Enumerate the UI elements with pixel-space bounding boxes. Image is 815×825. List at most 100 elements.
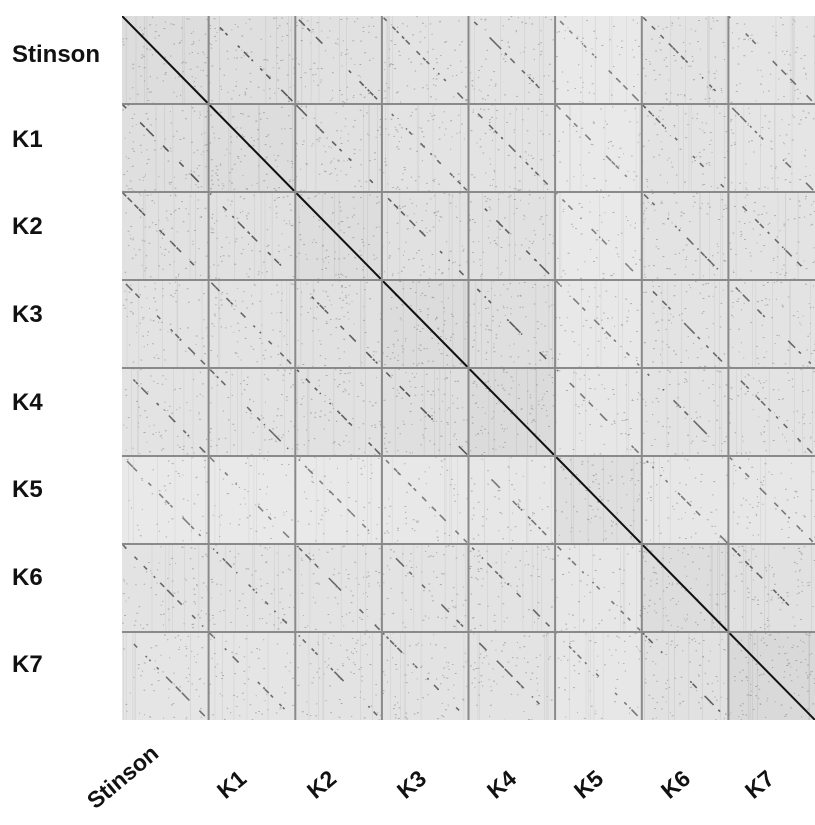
similarity-diagonal — [122, 544, 204, 628]
similarity-diagonal — [387, 197, 465, 276]
identity-diagonal — [207, 103, 296, 193]
cell-K6-Stinson — [122, 544, 209, 633]
row-label-k1: K1 — [12, 126, 43, 153]
similarity-diagonal — [122, 191, 195, 266]
cell-K6-K7 — [728, 544, 815, 632]
similarity-diagonal — [728, 16, 813, 102]
similarity-diagonal — [555, 192, 634, 272]
cell-K4-Stinson — [122, 368, 209, 457]
cell-K1-K2 — [294, 103, 384, 192]
similarity-diagonal — [395, 557, 464, 628]
similarity-diagonal — [556, 545, 641, 631]
cell-K3-K2 — [295, 280, 383, 369]
cell-K2-K1 — [208, 192, 298, 280]
similarity-diagonal — [385, 459, 468, 543]
similarity-diagonal — [391, 113, 468, 191]
similarity-diagonal — [554, 103, 628, 178]
similarity-diagonal — [568, 645, 639, 717]
cell-K2-K7 — [728, 192, 815, 280]
column-label-k4: K4 — [481, 764, 522, 804]
similarity-diagonal — [478, 642, 540, 705]
similarity-diagonal — [559, 20, 640, 102]
similarity-diagonal — [555, 280, 640, 366]
similarity-diagonal — [381, 631, 460, 711]
cell-K1-K1 — [207, 103, 296, 193]
row-label-k6: K6 — [12, 564, 43, 591]
identity-diagonal — [467, 367, 556, 457]
cell-K2-K4 — [468, 192, 556, 281]
similarity-diagonal — [125, 283, 206, 365]
cell-K4-K3 — [381, 368, 469, 457]
row-label-stinson: Stinson — [12, 41, 100, 68]
column-label-k6: K6 — [655, 764, 696, 804]
row-label-k7: K7 — [12, 651, 43, 678]
similarity-diagonal — [219, 26, 293, 102]
row-label-k5: K5 — [12, 476, 43, 503]
cell-K7-Stinson — [122, 632, 210, 720]
cell-K4-K2 — [295, 368, 382, 456]
cell-K6-K1 — [208, 544, 297, 633]
cell-K6-K6 — [641, 543, 730, 633]
cell-K6-K2 — [295, 544, 383, 633]
cell-K5-Stinson — [122, 456, 209, 544]
cell-K3-K5 — [555, 280, 643, 368]
cell-K3-Stinson — [122, 280, 209, 368]
similarity-diagonal — [132, 379, 206, 454]
cell-K5-K2 — [295, 456, 383, 544]
similarity-diagonal — [296, 545, 381, 631]
dot-plot-matrix — [122, 16, 815, 720]
similarity-diagonal — [642, 632, 721, 713]
similarity-diagonal — [208, 631, 286, 710]
row-label-k4: K4 — [12, 389, 43, 416]
identity-diagonal — [727, 631, 815, 720]
cell-K5-K3 — [381, 456, 469, 544]
cell-K7-K5 — [555, 632, 643, 720]
cell-K3-K4 — [468, 280, 557, 369]
cell-K1-K5 — [554, 103, 642, 192]
cell-K1-K3 — [381, 104, 470, 193]
similarity-diagonal — [311, 296, 378, 364]
cell-K6-K3 — [381, 544, 470, 633]
cell-Stinson-K1 — [208, 16, 297, 104]
similarity-diagonal — [731, 107, 814, 191]
similarity-diagonal — [210, 282, 292, 365]
cell-K3-K6 — [641, 280, 730, 369]
similarity-diagonal — [126, 460, 202, 537]
similarity-diagonal — [385, 371, 468, 456]
cell-K2-K6 — [641, 192, 730, 281]
cell-K6-K4 — [468, 544, 556, 633]
similarity-diagonal — [556, 369, 640, 454]
cell-K4-K6 — [641, 368, 729, 457]
similarity-diagonal — [646, 460, 729, 544]
similarity-diagonal — [122, 103, 200, 183]
cell-Stinson-K3 — [381, 16, 469, 104]
similarity-diagonal — [729, 457, 814, 543]
cell-Stinson-Stinson — [122, 16, 210, 105]
column-label-k5: K5 — [568, 764, 609, 804]
similarity-diagonal — [296, 369, 381, 455]
similarity-diagonal — [484, 208, 550, 275]
cell-Stinson-K2 — [295, 16, 382, 104]
similarity-diagonal — [740, 380, 813, 454]
cell-K7-K1 — [208, 631, 297, 720]
cell-K1-Stinson — [122, 103, 209, 193]
cell-Stinson-K4 — [468, 16, 557, 105]
grid-lines — [122, 16, 815, 720]
similarity-diagonal — [212, 548, 288, 624]
cell-K4-K1 — [208, 367, 297, 456]
row-label-k2: K2 — [12, 213, 43, 240]
similarity-diagonal — [383, 17, 464, 99]
cell-K7-K2 — [295, 632, 383, 720]
column-label-stinson: Stinson — [81, 739, 164, 814]
cell-K4-K7 — [728, 368, 815, 456]
identity-diagonal — [381, 279, 470, 369]
row-label-k3: K3 — [12, 301, 43, 328]
similarity-diagonal — [490, 478, 547, 536]
cell-K7-K7 — [727, 631, 815, 720]
cell-Stinson-K6 — [641, 16, 729, 104]
cell-K1-K6 — [641, 103, 729, 193]
similarity-diagonal — [209, 193, 282, 267]
similarity-diagonal — [641, 103, 725, 188]
column-label-k1: K1 — [211, 764, 252, 804]
